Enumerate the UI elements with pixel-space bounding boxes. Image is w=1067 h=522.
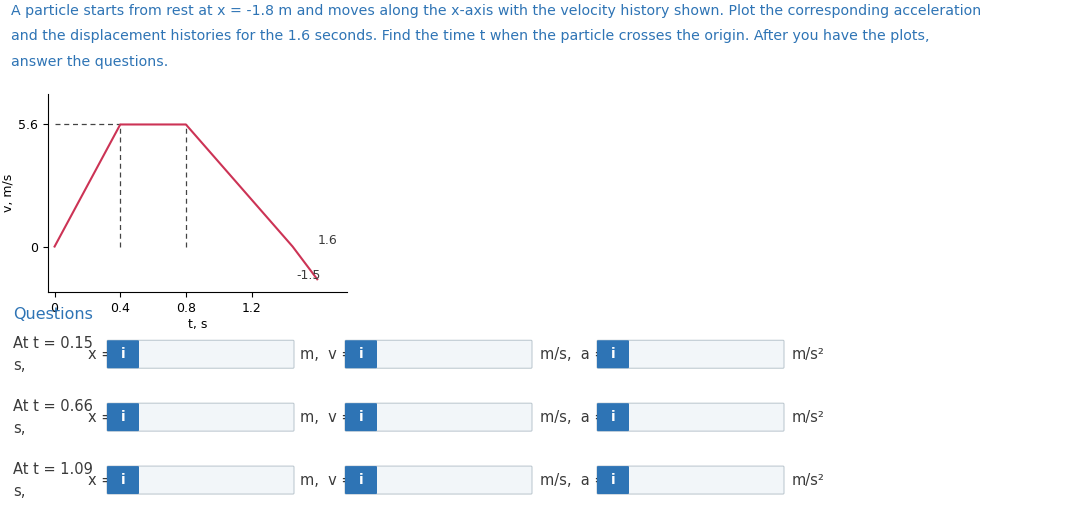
Text: i: i [359,473,363,487]
Text: i: i [359,410,363,424]
Text: s,: s, [13,358,26,373]
Text: m/s,  a =: m/s, a = [540,347,606,362]
FancyBboxPatch shape [107,403,294,431]
FancyBboxPatch shape [345,403,377,431]
FancyBboxPatch shape [345,340,377,368]
Text: m,  v =: m, v = [300,347,353,362]
FancyBboxPatch shape [598,340,630,368]
FancyBboxPatch shape [598,466,630,494]
FancyBboxPatch shape [598,466,784,494]
FancyBboxPatch shape [107,340,139,368]
Text: x =: x = [87,410,113,424]
FancyBboxPatch shape [598,340,784,368]
Text: s,: s, [13,421,26,436]
Text: s,: s, [13,483,26,499]
FancyBboxPatch shape [107,466,139,494]
Text: m/s,  a =: m/s, a = [540,410,606,424]
Text: x =: x = [87,472,113,488]
FancyBboxPatch shape [107,340,294,368]
X-axis label: t, s: t, s [188,318,207,331]
Y-axis label: v, m/s: v, m/s [1,174,14,212]
FancyBboxPatch shape [345,340,532,368]
Text: At t = 0.15: At t = 0.15 [13,336,93,351]
FancyBboxPatch shape [598,403,630,431]
Text: Questions: Questions [13,307,93,322]
Text: m,  v =: m, v = [300,472,353,488]
Text: i: i [610,473,616,487]
Text: 1.6: 1.6 [317,234,337,247]
Text: At t = 1.09: At t = 1.09 [13,461,93,477]
Text: and the displacement histories for the 1.6 seconds. Find the time t when the par: and the displacement histories for the 1… [11,29,929,43]
Text: i: i [610,410,616,424]
Text: m/s,  a =: m/s, a = [540,472,606,488]
Text: m/s²: m/s² [792,410,825,424]
FancyBboxPatch shape [107,403,139,431]
FancyBboxPatch shape [345,466,377,494]
FancyBboxPatch shape [598,403,784,431]
FancyBboxPatch shape [345,403,532,431]
Text: -1.5: -1.5 [296,269,320,282]
Text: x =: x = [87,347,113,362]
Text: m/s²: m/s² [792,472,825,488]
Text: i: i [121,473,125,487]
Text: i: i [610,347,616,361]
FancyBboxPatch shape [107,466,294,494]
Text: i: i [121,410,125,424]
FancyBboxPatch shape [345,466,532,494]
Text: i: i [359,347,363,361]
Text: A particle starts from rest at x = -1.8 m and moves along the x-axis with the ve: A particle starts from rest at x = -1.8 … [11,4,981,18]
Text: answer the questions.: answer the questions. [11,55,168,69]
Text: i: i [121,347,125,361]
Text: m,  v =: m, v = [300,410,353,424]
Text: At t = 0.66: At t = 0.66 [13,399,93,413]
Text: m/s²: m/s² [792,347,825,362]
